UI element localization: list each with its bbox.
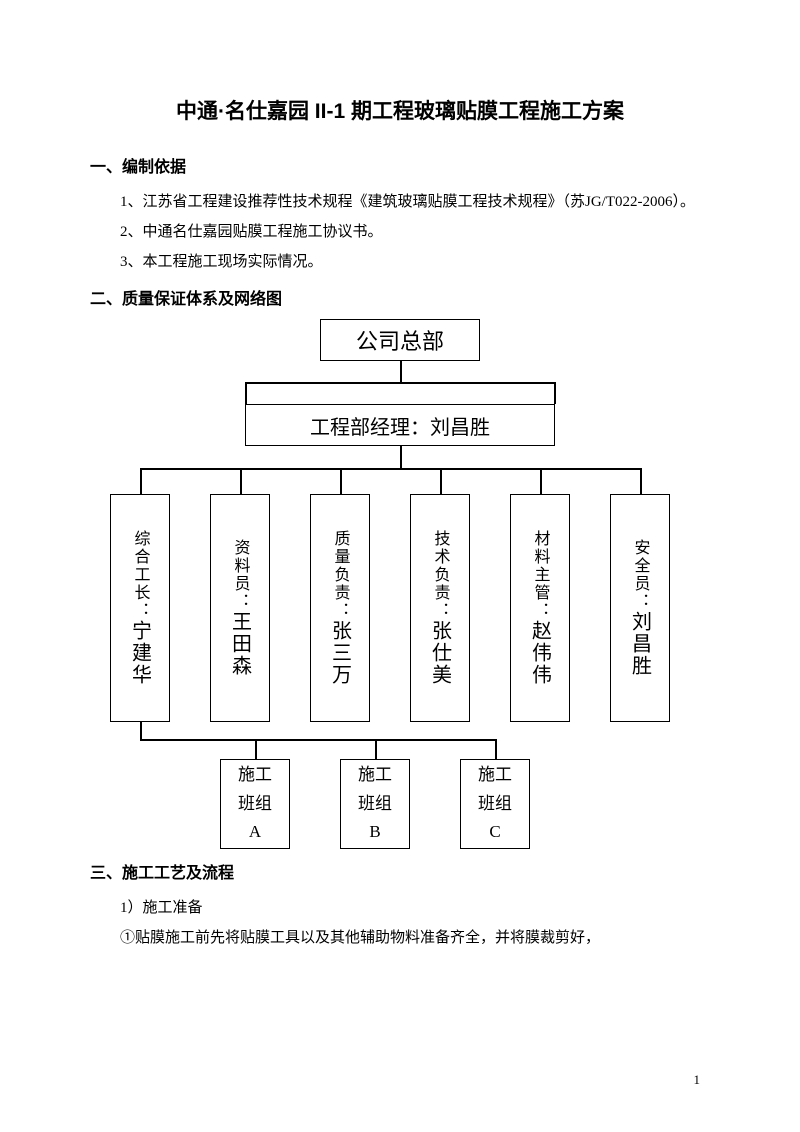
connector [240,468,242,494]
section1-item1: 1、江苏省工程建设推荐性技术规程《建筑玻璃贴膜工程技术规程》（苏JG/T022-… [90,187,710,217]
connector [375,739,377,759]
team-line: 施工 [238,761,272,790]
section1-item2: 2、中通名仕嘉园贴膜工程施工协议书。 [90,217,710,247]
node-staff-safety: 安全员：刘昌胜 [610,494,670,722]
node-team-b: 施工 班组 B [340,759,410,849]
connector [554,382,556,404]
staff-role: 资料员： [232,539,249,611]
node-staff-quality: 质量负责：张三万 [310,494,370,722]
node-team-a: 施工 班组 A [220,759,290,849]
connector [245,382,247,404]
staff-name: 赵伟伟 [529,620,551,686]
staff-role: 技术负责： [432,530,449,620]
section1-item3: 3、本工程施工现场实际情况。 [90,247,710,277]
node-staff-technical: 技术负责：张仕美 [410,494,470,722]
connector [495,739,497,759]
node-manager: 工程部经理：刘昌胜 [245,404,555,446]
node-company-hq: 公司总部 [320,319,480,361]
connector [440,468,442,494]
team-line: 班组 [238,790,272,819]
section2-heading: 二、质量保证体系及网络图 [90,285,710,309]
section3-heading: 三、施工工艺及流程 [90,859,710,883]
page-number: 1 [694,1072,701,1088]
node-staff-materials: 材料主管：赵伟伟 [510,494,570,722]
section3-item1: ①贴膜施工前先将贴膜工具以及其他辅助物料准备齐全，并将膜裁剪好， [90,923,710,953]
connector [540,468,542,494]
team-line: C [489,818,500,847]
staff-role: 材料主管： [532,530,549,620]
staff-role: 综合工长： [132,530,149,620]
staff-name: 刘昌胜 [629,611,651,677]
node-staff-foreman: 综合工长：宁建华 [110,494,170,722]
section1-heading: 一、编制依据 [90,153,710,177]
connector [400,446,402,468]
connector [255,739,257,759]
staff-name: 张仕美 [429,620,451,686]
team-line: B [369,818,380,847]
staff-role: 质量负责： [332,530,349,620]
connector [140,468,640,470]
team-line: 施工 [358,761,392,790]
org-chart: 公司总部 工程部经理：刘昌胜 综合工长：宁建华 资料员：王田森 质量负责：张三万… [90,319,710,849]
connector [400,361,402,382]
document-title: 中通·名仕嘉园 II-1 期工程玻璃贴膜工程施工方案 [90,95,710,125]
connector [640,468,642,494]
section3-sub1: 1）施工准备 [90,893,710,923]
team-line: 施工 [478,761,512,790]
node-staff-documenter: 资料员：王田森 [210,494,270,722]
team-line: 班组 [478,790,512,819]
connector [140,468,142,494]
connector [140,739,495,741]
connector [140,722,142,739]
team-line: 班组 [358,790,392,819]
connector [340,468,342,494]
team-line: A [249,818,261,847]
connector [245,382,555,384]
staff-name: 王田森 [229,611,251,677]
node-team-c: 施工 班组 C [460,759,530,849]
staff-name: 张三万 [329,620,351,686]
staff-role: 安全员： [632,539,649,611]
staff-name: 宁建华 [129,620,151,686]
